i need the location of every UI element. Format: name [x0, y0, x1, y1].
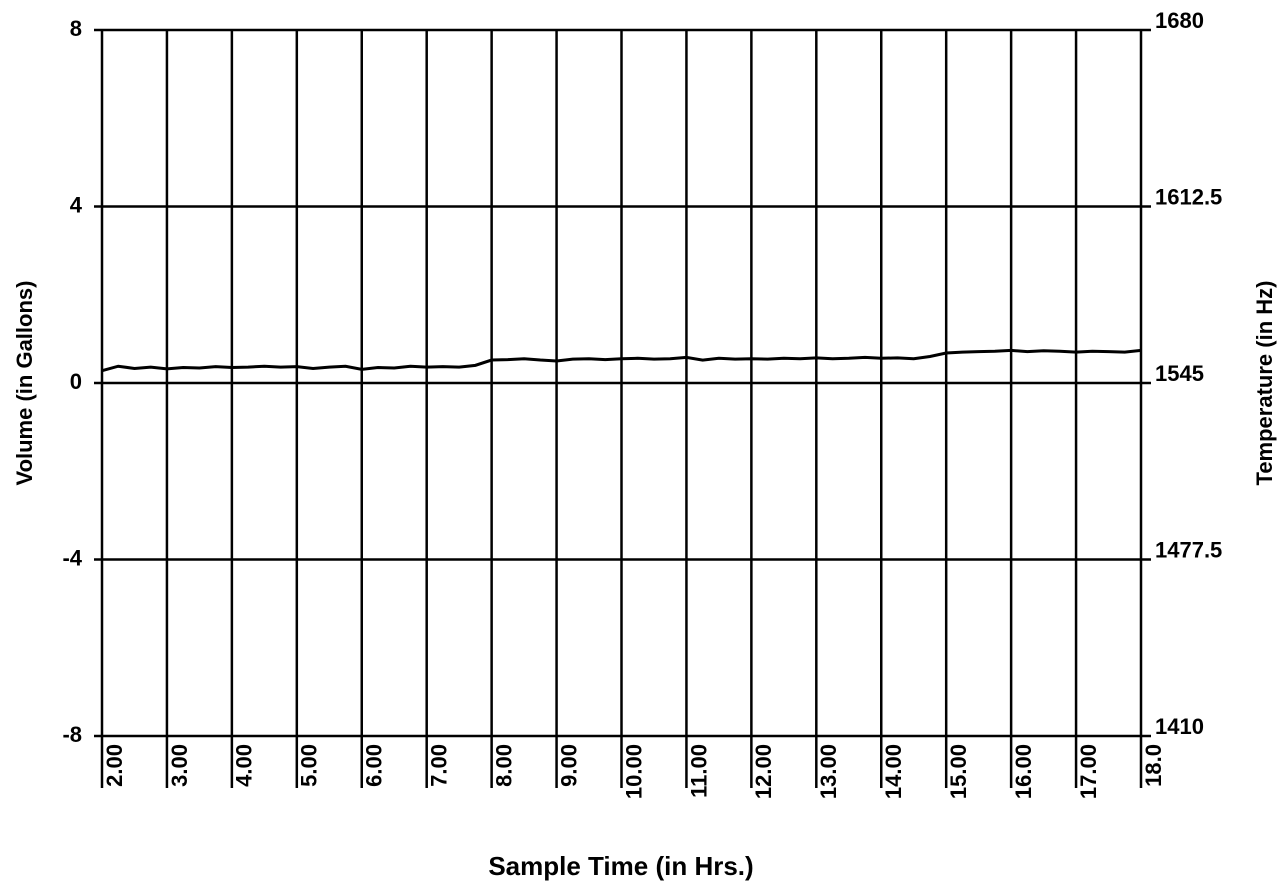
y-tick-label: 0	[70, 369, 82, 394]
y2-tick-label: 1410	[1155, 714, 1204, 739]
x-tick-label: 2.00	[102, 744, 127, 787]
x-tick-label: 13.00	[816, 744, 841, 799]
x-tick-label: 9.00	[556, 744, 581, 787]
x-tick-label: 8.00	[491, 744, 516, 787]
x-tick-label: 10.00	[621, 744, 646, 799]
y-axis-label: Volume (in Gallons)	[12, 281, 37, 486]
y-tick-label: 8	[70, 16, 82, 41]
y-tick-label: -8	[62, 722, 82, 747]
x-tick-label: 6.00	[362, 744, 387, 787]
x-tick-label: 11.00	[686, 744, 711, 798]
y2-tick-label: 1612.5	[1155, 184, 1222, 209]
y-tick-label: -4	[62, 545, 82, 570]
x-tick-label: 15.00	[946, 744, 971, 799]
y-tick-label: 4	[70, 192, 83, 217]
x-tick-label: 17.00	[1076, 744, 1101, 799]
x-tick-label: 14.00	[881, 744, 906, 799]
x-tick-label: 4.00	[232, 744, 257, 787]
y2-axis-label: Temperature (in Hz)	[1252, 281, 1277, 486]
x-tick-label: 3.00	[167, 744, 192, 787]
x-tick-label: 12.00	[751, 744, 776, 799]
data-line	[101, 348, 1142, 373]
x-tick-label: 18.0	[1141, 744, 1166, 787]
x-tick-label: 16.00	[1011, 744, 1036, 799]
x-tick-label: 5.00	[297, 744, 322, 787]
x-tick-label: 7.00	[427, 744, 452, 787]
y2-tick-label: 1680	[1155, 8, 1204, 33]
y2-tick-label: 1545	[1155, 361, 1204, 386]
x-axis-label: Sample Time (in Hrs.)	[488, 851, 753, 881]
y2-tick-label: 1477.5	[1155, 537, 1222, 562]
